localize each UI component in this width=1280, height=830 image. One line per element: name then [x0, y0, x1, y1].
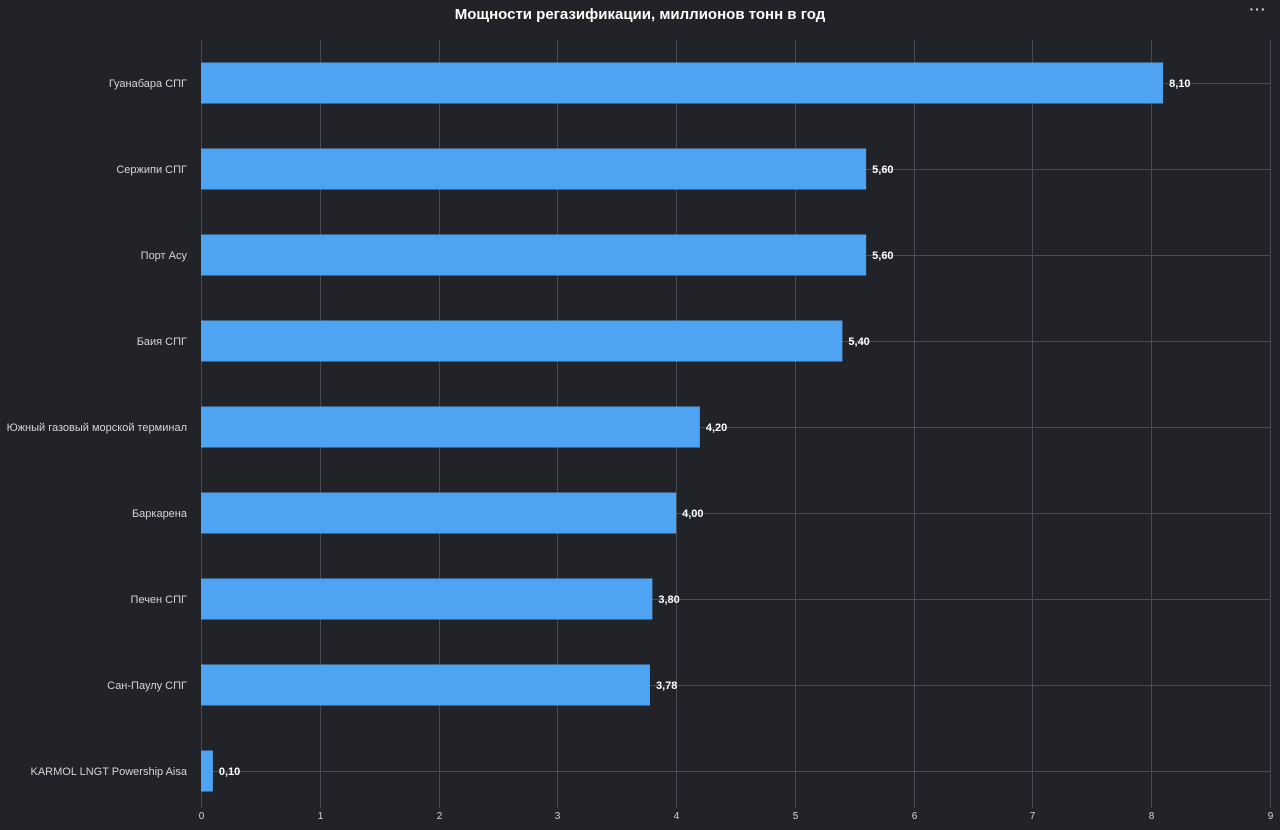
data-label: 5,40 [848, 336, 869, 348]
x-tick-label: 4 [674, 811, 680, 822]
labels-layer: 0 1 2 3 4 5 6 7 8 9 Гуанабара СПГ 8,10 Сержипи СПГ 5,… [7, 78, 1274, 822]
category-label: Порт Асу [141, 250, 188, 262]
category-label: KARMOL LNGT Powership Aisa [30, 766, 187, 778]
x-tick-label: 8 [1149, 811, 1155, 822]
data-label: 5,60 [872, 250, 893, 262]
more-horizontal-icon[interactable]: ··· [1249, 1, 1267, 17]
bar[interactable] [201, 664, 650, 706]
bar[interactable] [201, 750, 213, 792]
data-label: 8,10 [1169, 78, 1190, 90]
x-tick-label: 5 [793, 811, 799, 822]
x-tick-label: 2 [437, 811, 443, 822]
chart-title: Мощности регазификации, миллионов тонн в… [454, 6, 826, 23]
data-label: 4,00 [682, 508, 703, 520]
bar[interactable] [201, 578, 653, 620]
category-label: Южный газовый морской терминал [7, 422, 187, 434]
bar[interactable] [201, 406, 700, 448]
x-tick-label: 9 [1268, 811, 1274, 822]
category-label: Сан-Паулу СПГ [107, 680, 187, 692]
x-tick-label: 1 [318, 811, 324, 822]
bar[interactable] [201, 148, 867, 190]
x-tick-label: 6 [912, 811, 918, 822]
data-label: 3,78 [656, 680, 677, 692]
bar[interactable] [201, 320, 843, 362]
category-label: Печен СПГ [131, 594, 187, 606]
x-tick-label: 7 [1030, 811, 1036, 822]
data-label: 0,10 [219, 766, 240, 778]
category-label: Сержипи СПГ [116, 164, 187, 176]
data-label: 3,80 [658, 594, 679, 606]
x-tick-label: 0 [199, 811, 205, 822]
bars-layer [201, 62, 1164, 792]
category-label: Баия СПГ [137, 336, 187, 348]
bar[interactable] [201, 62, 1164, 104]
bar[interactable] [201, 234, 867, 276]
category-label: Гуанабара СПГ [109, 78, 187, 90]
bar[interactable] [201, 492, 677, 534]
x-tick-label: 3 [555, 811, 561, 822]
data-label: 5,60 [872, 164, 893, 176]
data-label: 4,20 [706, 422, 727, 434]
category-label: Баркарена [132, 508, 188, 520]
